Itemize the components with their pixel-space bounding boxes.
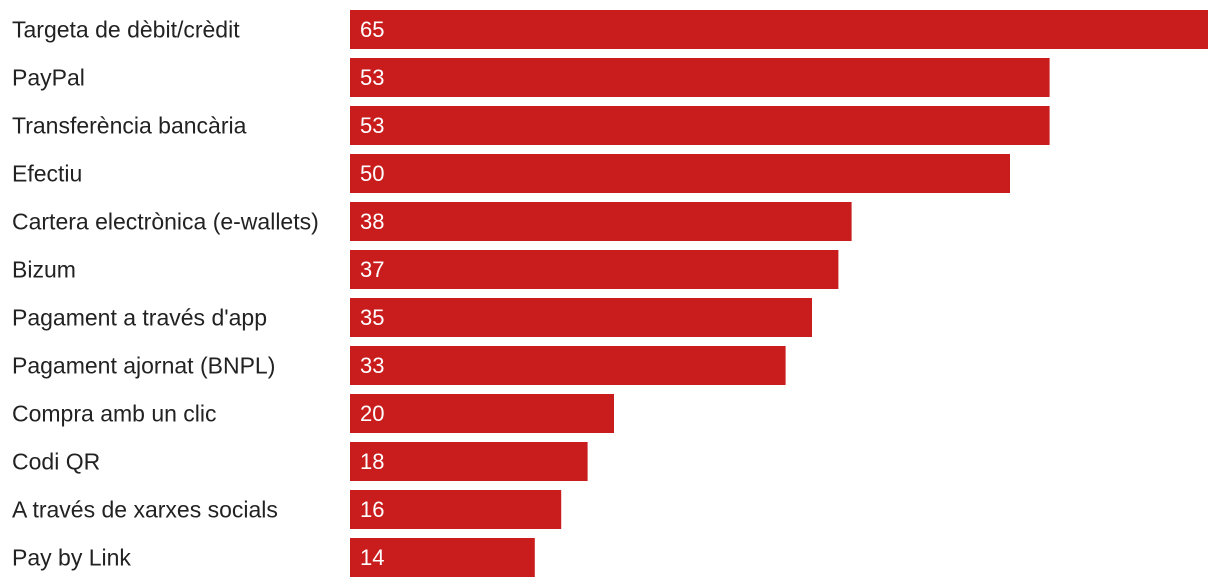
value-label: 16 — [360, 497, 384, 522]
value-labels: 65 53 53 50 38 37 35 33 20 18 16 14 — [360, 17, 384, 570]
category-label: A través de xarxes socials — [12, 497, 278, 523]
value-label: 33 — [360, 353, 384, 378]
category-label: Cartera electrònica (e-wallets) — [12, 209, 319, 235]
bar — [350, 538, 535, 577]
bar — [350, 298, 812, 337]
value-label: 38 — [360, 209, 384, 234]
value-label: 14 — [360, 545, 384, 570]
bar — [350, 202, 852, 241]
value-label: 65 — [360, 17, 384, 42]
category-label: Codi QR — [12, 449, 100, 475]
bar — [350, 58, 1050, 97]
bar — [350, 250, 839, 289]
value-label: 53 — [360, 113, 384, 138]
category-labels: Targeta de dèbit/crèdit PayPal Transferènc… — [12, 17, 319, 571]
value-label: 35 — [360, 305, 384, 330]
category-label: Transferència bancària — [12, 113, 247, 139]
bar — [350, 10, 1208, 49]
bar — [350, 106, 1050, 145]
category-label: Compra amb un clic — [12, 401, 217, 427]
bar — [350, 154, 1010, 193]
category-label: Pagament a través d'app — [12, 305, 267, 331]
bar — [350, 394, 614, 433]
value-label: 37 — [360, 257, 384, 282]
bars — [350, 10, 1208, 577]
category-label: Pagament ajornat (BNPL) — [12, 353, 275, 379]
category-label: Targeta de dèbit/crèdit — [12, 17, 240, 43]
value-label: 53 — [360, 65, 384, 90]
category-label: Bizum — [12, 257, 76, 283]
bar — [350, 346, 786, 385]
category-label: Efectiu — [12, 161, 82, 187]
value-label: 50 — [360, 161, 384, 186]
category-label: Pay by Link — [12, 545, 131, 571]
value-label: 18 — [360, 449, 384, 474]
category-label: PayPal — [12, 65, 85, 91]
value-label: 20 — [360, 401, 384, 426]
bar — [350, 442, 588, 481]
bar — [350, 490, 562, 529]
